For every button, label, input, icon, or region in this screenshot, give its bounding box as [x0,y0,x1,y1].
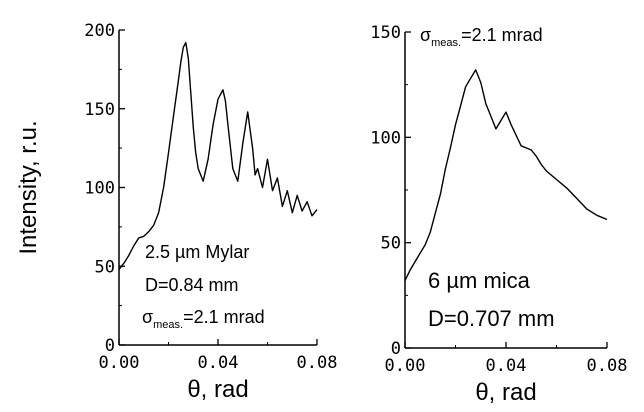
y-tick-label: 50 [381,234,401,254]
y-tick-label: 150 [84,100,115,120]
annotation-thickness: 6 µm mica [428,268,531,293]
x-tick-label: 0.04 [486,356,527,376]
series-line [118,41,318,270]
x-axis-label: θ, rad [475,379,536,406]
y-axis-label: Intensity, r.u. [15,120,42,254]
y-tick-label: 150 [370,23,401,43]
y-tick-label: 100 [370,128,401,148]
y-tick-label: 0 [391,339,401,359]
annotation-sigma: σmeas.=2.1 mrad [420,25,543,49]
x-tick-label: 0.00 [385,356,426,376]
y-tick-label: 0 [105,336,115,356]
annotation-diameter: D=0.707 mm [428,306,555,331]
x-tick-label: 0.08 [587,356,628,376]
x-tick-label: 0.08 [297,353,338,373]
y-tick-label: 100 [84,179,115,199]
y-tick-label: 50 [95,257,115,277]
x-tick-label: 0.04 [198,353,239,373]
annotation-sigma: σmeas.=2.1 mrad [142,307,265,331]
annotation-thickness: 2.5 µm Mylar [145,242,249,262]
x-axis-label: θ, rad [187,376,248,403]
y-tick-label: 200 [84,21,115,41]
series-line [404,69,608,281]
chart-panel-1: 0 50 100 150 200 0.00 0.04 0.08 θ, rad Intensity,… [15,21,337,403]
annotation-diameter: D=0.84 mm [145,275,239,295]
chart-panel-2: 0 50 100 150 0.00 0.04 0.08 θ, rad σmeas.=2.1 mr… [370,23,627,406]
x-tick-label: 0.00 [99,353,140,373]
